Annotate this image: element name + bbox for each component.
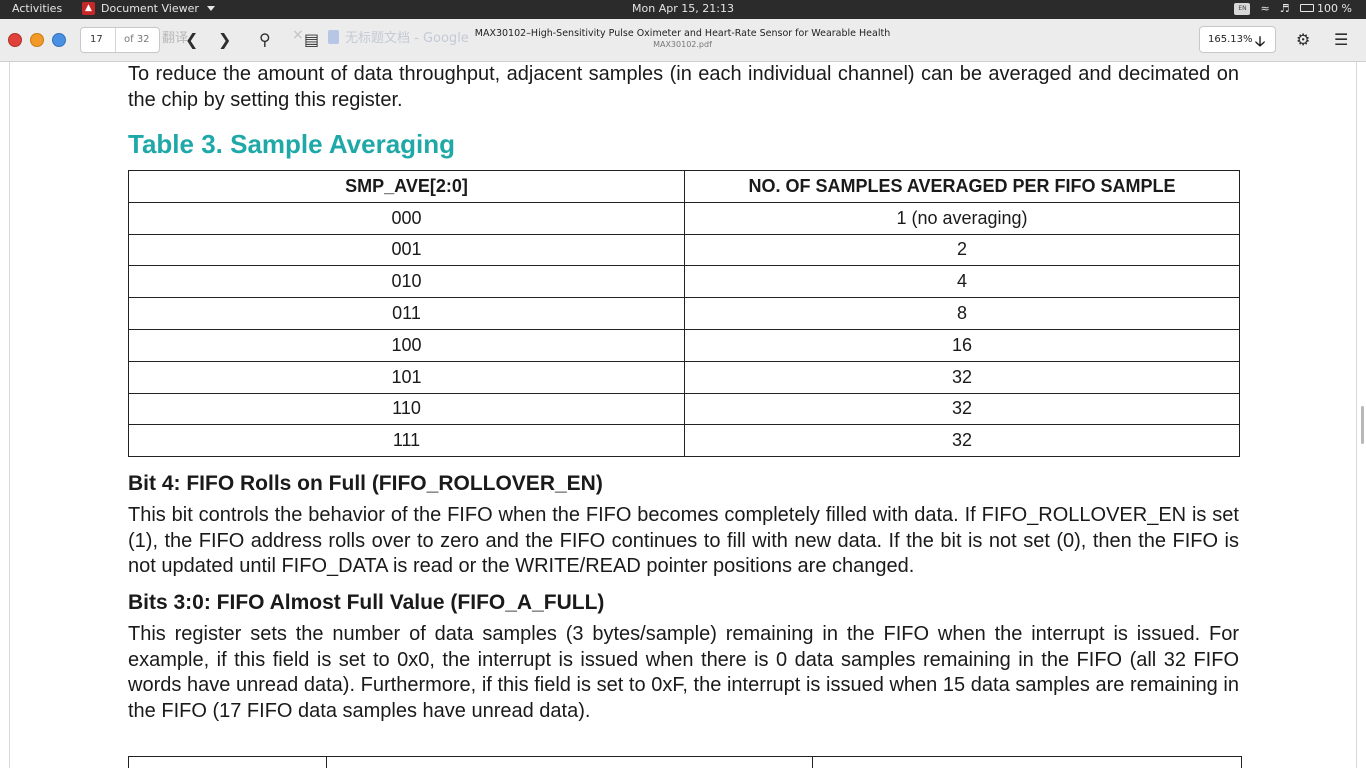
- next-table-partial: [128, 756, 1242, 768]
- section-heading-bit4: Bit 4: FIFO Rolls on Full (FIFO_ROLLOVER…: [128, 472, 603, 495]
- table-cell: 010: [128, 265, 685, 299]
- table-header-cell: NO. OF SAMPLES AVERAGED PER FIFO SAMPLE: [684, 170, 1240, 203]
- table-cell: 000: [128, 201, 685, 235]
- section-heading-bits3-0: Bits 3:0: FIFO Almost Full Value (FIFO_A…: [128, 591, 605, 614]
- chevron-down-icon: [206, 6, 215, 11]
- app-name: Document Viewer: [101, 2, 199, 15]
- clock[interactable]: Mon Apr 15, 21:13: [632, 2, 734, 15]
- scrollbar-thumb[interactable]: [1361, 406, 1364, 444]
- sample-averaging-table: SMP_AVE[2:0] NO. OF SAMPLES AVERAGED PER…: [128, 170, 1240, 458]
- page-border-right: [1356, 62, 1357, 768]
- table-row: 001 2: [128, 233, 1240, 267]
- app-menu[interactable]: ▲ Document Viewer: [82, 2, 215, 15]
- table-row: 111 32: [128, 424, 1240, 458]
- table-cell: 16: [684, 328, 1240, 362]
- table-cell: 101: [128, 360, 685, 394]
- system-tray[interactable]: EN ≈ ♬ 100 %: [1234, 2, 1352, 15]
- zoom-selector[interactable]: 165.13% 🡣: [1199, 26, 1276, 53]
- background-tab-close-icon: ×: [292, 27, 304, 43]
- battery-icon: [1299, 4, 1314, 12]
- page-number-field[interactable]: 17 of 32: [80, 27, 160, 53]
- paragraph-bit4: This bit controls the behavior of the FI…: [128, 504, 1239, 577]
- document-viewport[interactable]: To reduce the amount of data throughput,…: [0, 62, 1366, 768]
- table-cell: 32: [684, 360, 1240, 394]
- table-cell: 8: [684, 297, 1240, 330]
- page-current[interactable]: 17: [90, 34, 103, 45]
- paragraph-bits3-0: This register sets the number of data sa…: [128, 623, 1239, 722]
- background-tab-label: 无标题文档 - Google: [345, 31, 469, 46]
- table-cell: 32: [684, 392, 1240, 426]
- page-border-left: [9, 62, 10, 768]
- table-cell: 4: [684, 265, 1240, 299]
- table-row: 101 32: [128, 360, 1240, 394]
- gear-icon[interactable]: ⚙: [1296, 30, 1311, 49]
- table-row: 011 8: [128, 297, 1240, 330]
- table-title: Table 3. Sample Averaging: [128, 129, 456, 159]
- window-minimize-button[interactable]: [30, 33, 44, 47]
- volume-icon[interactable]: ♬: [1279, 2, 1290, 15]
- table-cell: 100: [128, 328, 685, 362]
- search-icon[interactable]: ⚲: [259, 30, 271, 49]
- table-cell: 110: [128, 392, 685, 426]
- table-cell: 2: [684, 233, 1240, 267]
- pdf-app-icon: ▲: [82, 2, 95, 15]
- table-header-row: SMP_AVE[2:0] NO. OF SAMPLES AVERAGED PER…: [128, 170, 1240, 203]
- document-filename: MAX30102.pdf: [653, 40, 712, 49]
- chevron-left-icon[interactable]: ❮: [185, 30, 199, 49]
- table-border: [326, 757, 327, 768]
- table-header-cell: SMP_AVE[2:0]: [128, 170, 685, 203]
- table-border: [1241, 757, 1242, 768]
- keyboard-icon[interactable]: EN: [1234, 2, 1251, 15]
- table-cell: 32: [684, 424, 1240, 458]
- battery-indicator[interactable]: 100 %: [1299, 2, 1352, 15]
- document-title: MAX30102–High-Sensitivity Pulse Oximeter…: [474, 28, 891, 39]
- zoom-level[interactable]: 165.13%: [1208, 34, 1253, 45]
- table-cell: 011: [128, 297, 685, 330]
- chevron-right-icon[interactable]: ❯: [218, 30, 232, 49]
- activities-button[interactable]: Activities: [12, 2, 63, 15]
- table-row: 010 4: [128, 265, 1240, 299]
- divider: [115, 28, 116, 52]
- table-cell: 111: [128, 424, 685, 458]
- window-close-button[interactable]: [8, 33, 22, 47]
- window-maximize-button[interactable]: [52, 33, 66, 47]
- header-bar: 17 of 32 翻译 ❮ ❯ ⚲ × ▤ 无标题文档 - Google MAX…: [0, 19, 1366, 62]
- table-cell: 1 (no averaging): [684, 201, 1240, 235]
- table-border: [812, 757, 813, 768]
- background-window-text: 翻译: [162, 31, 189, 46]
- intro-paragraph: To reduce the amount of data throughput,…: [128, 63, 1239, 111]
- background-tab-title: 无标题文档 - Google: [328, 27, 469, 46]
- annotations-icon[interactable]: ▤: [304, 30, 320, 49]
- page-total: of 32: [124, 34, 150, 45]
- table-border: [128, 757, 129, 768]
- table-row: 100 16: [128, 328, 1240, 362]
- battery-level: 100 %: [1317, 2, 1352, 15]
- wifi-icon[interactable]: ≈: [1260, 2, 1270, 15]
- system-top-bar: Activities ▲ Document Viewer Mon Apr 15,…: [0, 0, 1366, 19]
- hamburger-menu-icon[interactable]: ☰: [1334, 30, 1349, 49]
- download-icon[interactable]: 🡣: [1255, 34, 1266, 50]
- table-cell: 001: [128, 233, 685, 267]
- doc-icon: [328, 30, 339, 44]
- table-row: 000 1 (no averaging): [128, 201, 1240, 235]
- table-row: 110 32: [128, 392, 1240, 426]
